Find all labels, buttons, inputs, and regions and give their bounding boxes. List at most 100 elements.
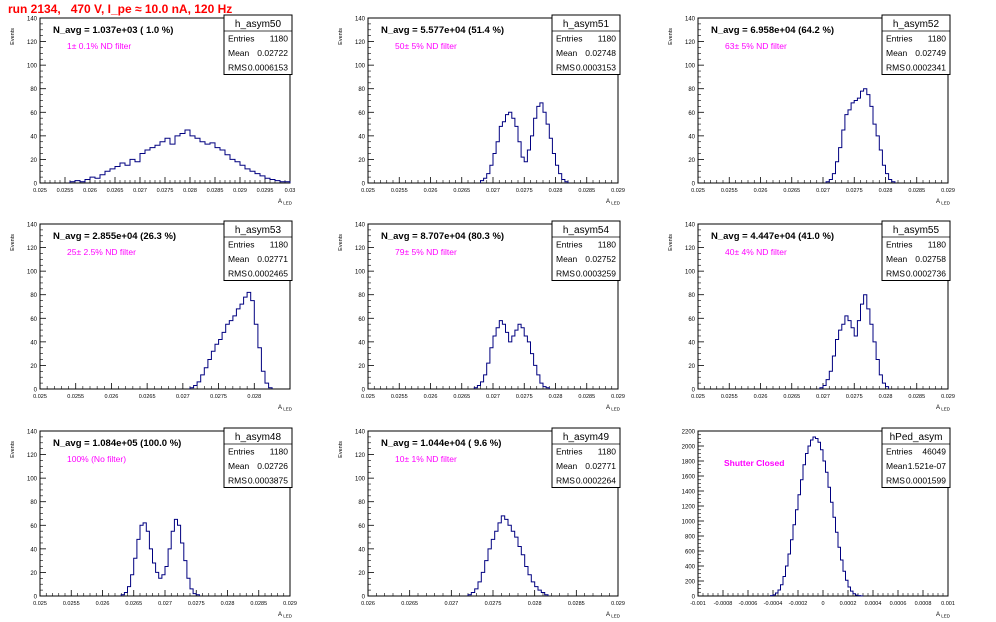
stats-label: Mean — [228, 461, 250, 471]
stats-value: 1180 — [270, 34, 289, 44]
x-tick-label: 0.0255 — [721, 394, 738, 400]
stats-label: Entries — [228, 240, 254, 250]
stats-label: Mean — [886, 461, 908, 471]
stats-label: Entries — [886, 240, 912, 250]
histogram-series — [480, 102, 569, 183]
x-tick-label: 0.026 — [96, 601, 110, 607]
histogram-panel-hPed_asym: 0 200 400 600 800 1000 1200 1400 1600 1800 2000 220… — [682, 427, 955, 619]
x-tick-label: 0.0255 — [63, 601, 80, 607]
filter-label: 10± 1% ND filter — [395, 454, 457, 464]
stats-value: 0.02748 — [585, 48, 616, 58]
x-tick-label: 0.0285 — [578, 188, 595, 194]
stats-value: 0.0002465 — [248, 269, 288, 279]
y-tick-label: 40 — [688, 134, 695, 140]
x-tick-label: 0.025 — [691, 394, 705, 400]
y-tick-label: 80 — [688, 87, 695, 93]
y-tick-label: 100 — [355, 64, 366, 70]
x-tick-label: -0.0002 — [789, 601, 808, 607]
x-tick-label: 0.025 — [33, 394, 47, 400]
histogram-series — [120, 518, 200, 596]
y-tick-label: 80 — [358, 87, 365, 93]
stats-box-title: h_asym53 — [235, 225, 282, 236]
stats-label: Entries — [886, 447, 912, 457]
filter-label: 25± 2.5% ND filter — [67, 247, 136, 257]
y-tick-label: 140 — [355, 223, 366, 229]
stats-value: 0.02771 — [585, 461, 616, 471]
stats-value: 0.02752 — [585, 254, 616, 264]
stats-value: 0.0002736 — [906, 269, 946, 279]
x-tick-label: 0.026 — [361, 601, 375, 607]
x-tick-label: 0.0275 — [157, 188, 174, 194]
stats-label: RMS — [556, 63, 575, 73]
y-tick-label: 120 — [355, 246, 366, 252]
x-tick-label: 0.029 — [283, 601, 297, 607]
histogram-series — [69, 129, 291, 183]
stats-label: RMS — [228, 269, 247, 279]
x-axis-title: A LED — [278, 199, 293, 206]
x-tick-label: 0.026 — [424, 188, 438, 194]
x-tick-label: 0.027 — [486, 394, 500, 400]
navg-label: N_avg = 6.958e+04 (64.2 %) — [711, 25, 834, 36]
y-tick-label: 80 — [30, 293, 37, 299]
stats-box — [881, 220, 951, 281]
stats-label: Entries — [228, 34, 254, 44]
stats-box-title: h_asym49 — [563, 432, 610, 443]
y-tick-label: 120 — [685, 246, 696, 252]
y-tick-label: 140 — [355, 430, 366, 436]
x-axis-title-subscript: LED — [940, 407, 951, 412]
x-tick-label: 0.028 — [879, 394, 893, 400]
y-tick-label: 0 — [692, 388, 696, 394]
x-tick-label: 0.025 — [33, 188, 47, 194]
y-tick-label: 100 — [355, 477, 366, 483]
stats-value: 0.02722 — [257, 48, 288, 58]
x-tick-label: 0.025 — [691, 188, 705, 194]
x-tick-label: -0.001 — [690, 601, 706, 607]
stats-label: Mean — [228, 48, 250, 58]
y-tick-label: 1000 — [682, 520, 696, 526]
y-tick-label: 1400 — [682, 490, 696, 496]
y-tick-label: 40 — [358, 547, 365, 553]
stats-label: Mean — [886, 48, 908, 58]
y-tick-label: 60 — [358, 317, 365, 323]
x-tick-label: -0.0006 — [739, 601, 758, 607]
x-tick-label: 0.0285 — [250, 601, 267, 607]
y-tick-label: 100 — [355, 270, 366, 276]
x-tick-label: 0.025 — [361, 188, 375, 194]
stats-label: Entries — [556, 34, 582, 44]
y-tick-label: 120 — [27, 246, 38, 252]
x-tick-label: 0.0255 — [57, 188, 74, 194]
x-tick-label: 0.0275 — [516, 394, 533, 400]
histogram-series — [467, 515, 549, 596]
y-tick-label: 60 — [30, 111, 37, 117]
x-tick-label: 0.027 — [816, 394, 830, 400]
y-axis-title: Events — [10, 234, 16, 251]
y-axis-title: Events — [668, 234, 674, 251]
stats-label: Mean — [228, 254, 250, 264]
stats-box — [223, 427, 293, 488]
y-tick-label: 140 — [27, 17, 38, 23]
stats-label: RMS — [886, 269, 905, 279]
y-axis-title: Events — [338, 234, 344, 251]
x-tick-label: 0.0265 — [453, 188, 470, 194]
navg-label: N_avg = 4.447e+04 (41.0 %) — [711, 231, 834, 242]
x-tick-label: 0.028 — [549, 188, 563, 194]
y-tick-label: 140 — [685, 17, 696, 23]
x-tick-label: 0.026 — [754, 188, 768, 194]
x-tick-label: 0.0255 — [391, 188, 408, 194]
histogram-panel-h_asym55: 0 20 40 60 80 100 120 140 0.025 0.0255 0.026 0.0265… — [668, 220, 955, 412]
y-tick-label: 120 — [27, 453, 38, 459]
x-tick-label: 0.0285 — [578, 394, 595, 400]
navg-label: N_avg = 2.855e+04 (26.3 %) — [53, 231, 176, 242]
y-tick-label: 20 — [30, 364, 37, 370]
stats-box — [881, 14, 951, 75]
x-axis-title-subscript: LED — [282, 201, 293, 206]
stats-box-title: h_asym50 — [235, 19, 282, 30]
y-tick-label: 0 — [692, 595, 696, 601]
histogram-panel-h_asym52: 0 20 40 60 80 100 120 140 0.025 0.0255 0.026 0.0265… — [668, 14, 955, 206]
histogram-panel-h_asym53: 0 20 40 60 80 100 120 140 0.025 0.0255 0.026 0.0265… — [10, 220, 293, 412]
x-tick-label: 0.0275 — [485, 601, 502, 607]
histogram-panel-h_asym50: 0 20 40 60 80 100 120 140 0.025 0.0255 0.026 0.0265… — [10, 14, 295, 206]
y-tick-label: 20 — [358, 364, 365, 370]
filter-label: 40± 4% ND filter — [725, 247, 787, 257]
